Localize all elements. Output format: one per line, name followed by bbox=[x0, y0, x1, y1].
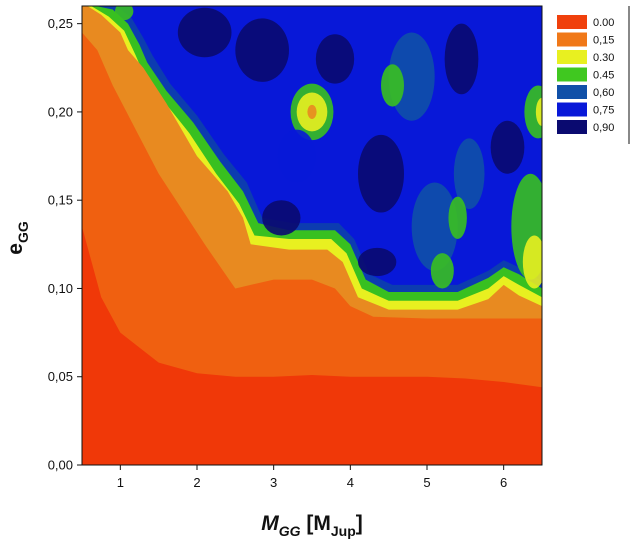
legend-swatch-5 bbox=[557, 102, 587, 117]
contour-blob-17 bbox=[448, 196, 467, 240]
y-tick-label-5: 0,25 bbox=[48, 16, 73, 31]
contour-bands bbox=[82, 6, 542, 465]
contour-blob-19 bbox=[522, 235, 542, 289]
contour-blob-20 bbox=[524, 85, 542, 139]
contour-band-5 bbox=[82, 226, 542, 465]
legend-label-4: 0,60 bbox=[593, 87, 614, 99]
legend: 0.00 0,15 0.30 0.45 0,60 0,75 0,90 bbox=[557, 15, 614, 134]
x-tick-label-0: 1 bbox=[117, 475, 124, 490]
x-tick-label-2: 3 bbox=[270, 475, 277, 490]
contour-blob-16 bbox=[453, 138, 485, 210]
contour-blob-2 bbox=[307, 104, 317, 119]
contour-blobs bbox=[114, 6, 542, 289]
contour-blob-7 bbox=[358, 134, 404, 213]
contour-blob-8 bbox=[262, 200, 301, 236]
y-tick-label-2: 0,10 bbox=[48, 281, 73, 296]
contour-blob-13 bbox=[381, 64, 404, 107]
x-axis: 1 2 3 4 5 6 bbox=[117, 465, 507, 490]
contour-blob-10 bbox=[490, 120, 525, 174]
plot-frame bbox=[81, 5, 543, 466]
x-tick-label-1: 2 bbox=[193, 475, 200, 490]
contour-blob-3 bbox=[277, 129, 316, 183]
y-tick-label-1: 0,05 bbox=[48, 369, 73, 384]
contour-blob-11 bbox=[358, 247, 397, 277]
legend-label-1: 0,15 bbox=[593, 35, 614, 47]
contour-blob-21 bbox=[535, 97, 542, 127]
legend-swatch-2 bbox=[557, 50, 587, 64]
legend-swatch-0 bbox=[557, 15, 587, 29]
x-tick-label-5: 6 bbox=[500, 475, 507, 490]
plot-area bbox=[82, 6, 542, 465]
legend-label-3: 0.45 bbox=[593, 70, 614, 82]
contour-blob-4 bbox=[177, 7, 232, 58]
contour-band-4 bbox=[82, 32, 542, 465]
contour-blob-14 bbox=[411, 182, 458, 271]
legend-label-0: 0.00 bbox=[593, 17, 614, 29]
contour-blob-5 bbox=[235, 18, 289, 82]
legend-swatch-6 bbox=[557, 120, 587, 134]
legend-label-6: 0,90 bbox=[593, 122, 614, 134]
y-tick-label-0: 0,00 bbox=[48, 458, 73, 473]
contour-blob-9 bbox=[444, 23, 479, 95]
x-axis-title: MGG [MJup] bbox=[261, 512, 363, 539]
legend-swatch-3 bbox=[557, 67, 587, 82]
contour-blob-22 bbox=[114, 6, 134, 21]
contour-blob-15 bbox=[430, 253, 454, 289]
legend-label-2: 0.30 bbox=[593, 52, 614, 64]
legend-swatch-1 bbox=[557, 32, 587, 47]
y-axis-title: eGG bbox=[4, 221, 31, 255]
contour-blob-6 bbox=[315, 34, 355, 84]
x-tick-label-4: 5 bbox=[423, 475, 430, 490]
y-axis: 0,00 0,05 0,10 0,15 0,20 0,25 bbox=[48, 16, 82, 473]
y-tick-label-3: 0,15 bbox=[48, 193, 73, 208]
legend-label-5: 0,75 bbox=[593, 105, 614, 117]
y-tick-label-4: 0,20 bbox=[48, 104, 73, 119]
legend-swatch-4 bbox=[557, 85, 587, 99]
x-tick-label-3: 4 bbox=[347, 475, 354, 490]
